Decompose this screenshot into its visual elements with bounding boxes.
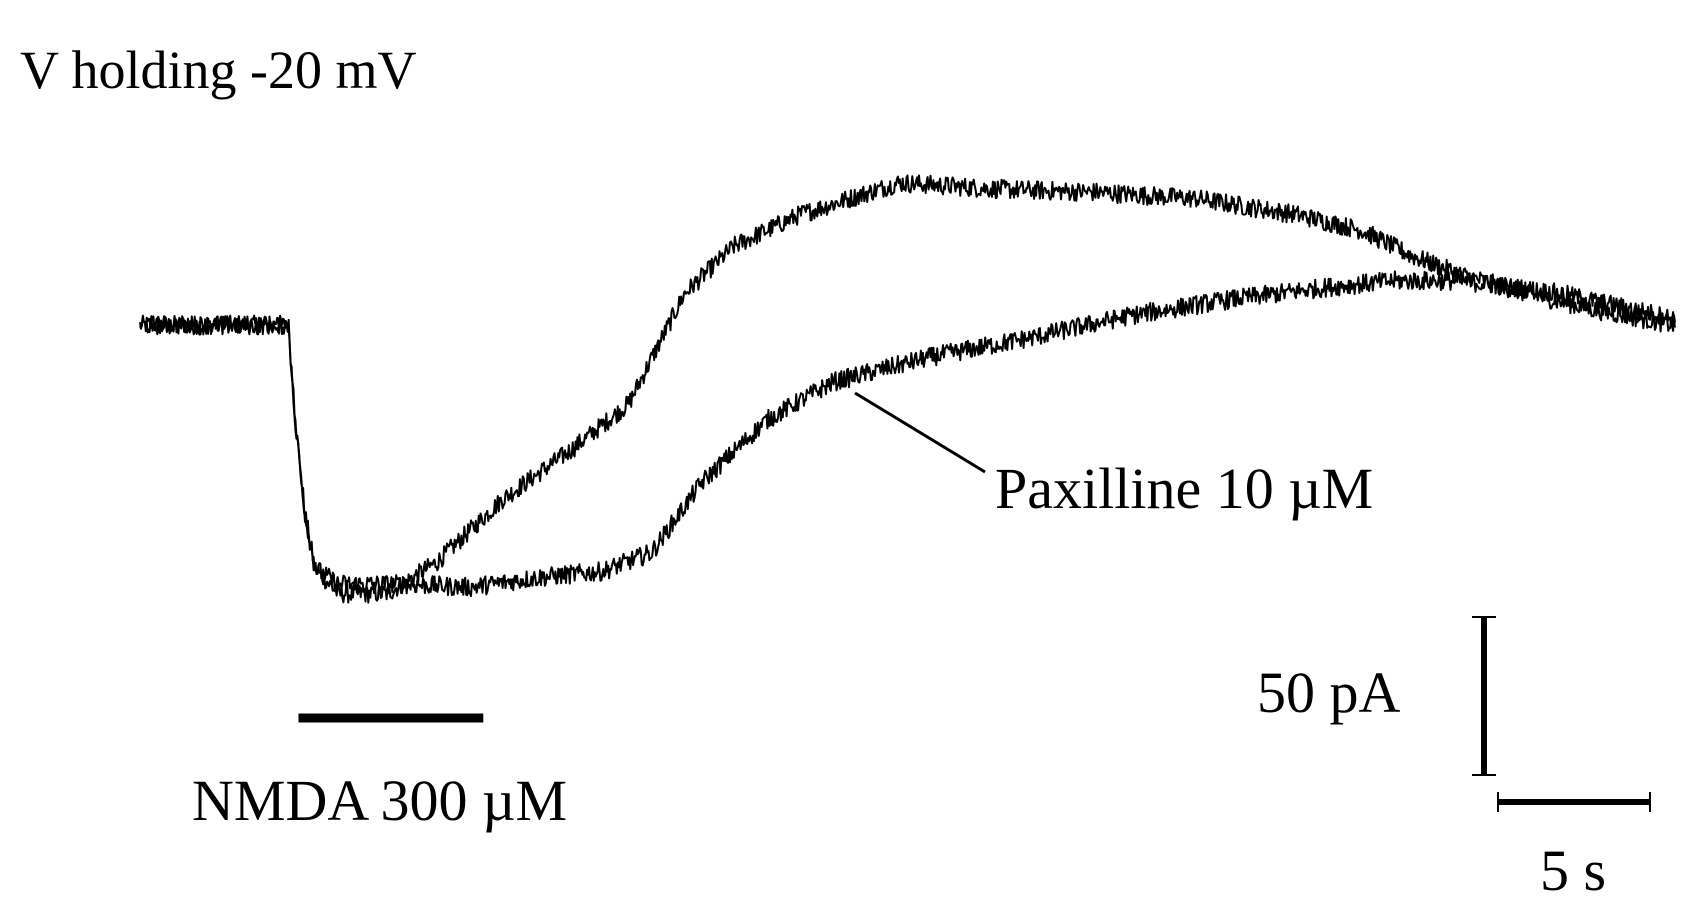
trace-group [139,174,1676,604]
chart-title: V holding -20 mV [20,40,417,100]
scale-bar-current-label: 50 pA [1257,660,1401,725]
series-label-paxilline: Paxilline 10 µM [995,456,1373,521]
scale-bar-time-label: 5 s [1540,838,1606,903]
pointer-line [854,391,986,474]
current-trace-2 [139,270,1676,598]
current-trace-1 [139,174,1676,604]
nmda-application-label: NMDA 300 µM [192,768,567,833]
